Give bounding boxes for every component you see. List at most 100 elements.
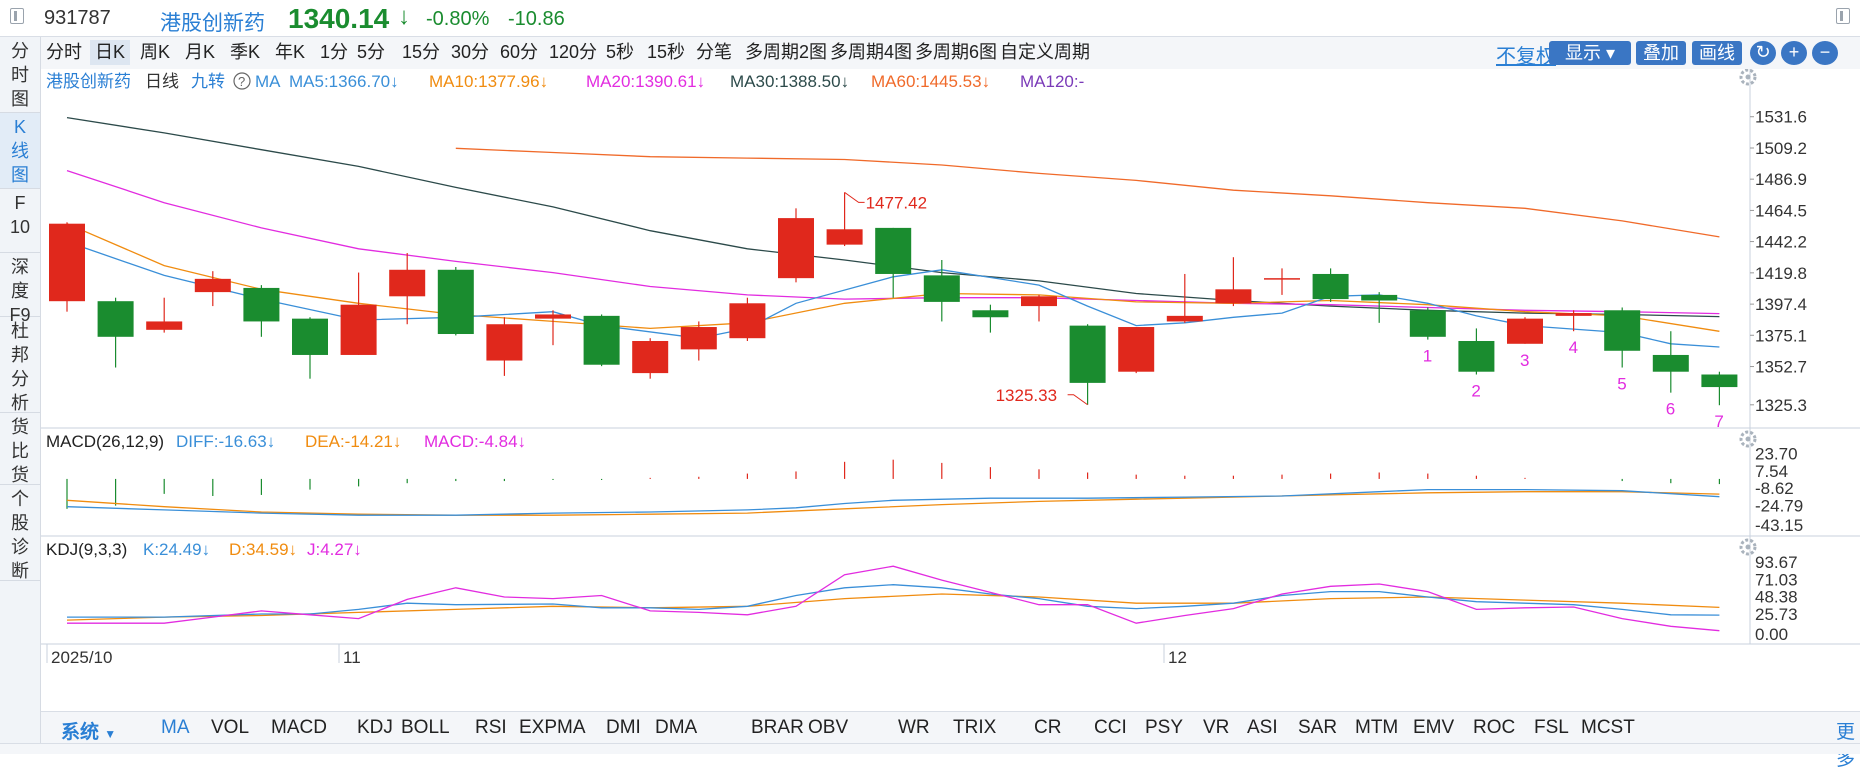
zoom-out-button[interactable]: − (1812, 41, 1838, 65)
fuquan-dropdown[interactable]: 不复权 (1496, 46, 1556, 68)
candle[interactable] (1215, 257, 1252, 307)
candle[interactable] (194, 271, 231, 307)
candle[interactable] (1458, 328, 1495, 375)
candle[interactable] (389, 253, 426, 325)
candle[interactable] (632, 338, 669, 379)
candle[interactable] (875, 227, 912, 298)
indicator-tab-emv[interactable]: EMV (1413, 717, 1455, 738)
period-5[interactable]: 年K (275, 42, 306, 62)
indicator-tab-asi[interactable]: ASI (1247, 717, 1278, 738)
candle[interactable] (535, 310, 571, 346)
candle[interactable] (486, 317, 523, 376)
display-button[interactable]: 显示 ▾ (1549, 41, 1631, 65)
period-10[interactable]: 60分 (500, 42, 539, 62)
zoom-in-button[interactable]: + (1781, 41, 1807, 65)
candle[interactable] (826, 192, 863, 247)
period-18[interactable]: 自定义周期 (1000, 42, 1090, 62)
panel-toggle-left-icon[interactable] (10, 8, 24, 24)
period-0[interactable]: 分时 (46, 42, 82, 62)
candle[interactable] (778, 208, 814, 283)
period-7[interactable]: 5分 (357, 42, 386, 62)
candle[interactable] (1361, 292, 1398, 323)
settings-gear-icon[interactable] (1739, 538, 1757, 556)
candle[interactable] (1507, 317, 1543, 344)
legend-nine-turn[interactable]: 九转 (191, 72, 225, 91)
candle[interactable] (1409, 307, 1446, 340)
kdj-title[interactable]: KDJ(9,3,3) (46, 540, 127, 559)
period-8[interactable]: 15分 (402, 42, 441, 62)
indicator-tab-cci[interactable]: CCI (1094, 717, 1127, 738)
indicator-tab-vol[interactable]: VOL (211, 717, 250, 738)
indicator-tab-trix[interactable]: TRIX (953, 717, 997, 738)
candle[interactable] (1021, 294, 1057, 322)
indicator-tab-expma[interactable]: EXPMA (519, 717, 586, 738)
candle[interactable] (583, 314, 620, 367)
legend-ma[interactable]: MA (255, 72, 281, 91)
candle[interactable] (1652, 331, 1689, 393)
candle[interactable] (1166, 273, 1203, 323)
period-11[interactable]: 120分 (549, 42, 598, 62)
period-2[interactable]: 周K (140, 42, 171, 62)
candle[interactable] (340, 272, 377, 355)
candle[interactable] (923, 260, 960, 322)
draw-line-button[interactable]: 画线 (1692, 41, 1742, 65)
settings-gear-icon[interactable] (1739, 430, 1757, 448)
candle[interactable] (680, 321, 717, 361)
candle[interactable] (97, 297, 134, 368)
settings-gear-icon[interactable] (1739, 69, 1757, 86)
period-9[interactable]: 30分 (451, 42, 490, 62)
indicator-tab-mcst[interactable]: MCST (1581, 717, 1635, 738)
candle[interactable] (1264, 268, 1300, 295)
period-14[interactable]: 分笔 (696, 42, 732, 62)
candle[interactable] (1604, 307, 1641, 368)
candle[interactable] (146, 297, 183, 333)
system-tab[interactable]: 系统 ▼ (61, 717, 116, 744)
stock-name[interactable]: 港股创新药 (160, 12, 265, 35)
refresh-icon[interactable]: ↻ (1750, 41, 1776, 65)
period-15[interactable]: 多周期2图 (745, 42, 828, 62)
sidebar-item-1[interactable]: K 线 图 (0, 113, 40, 189)
period-16[interactable]: 多周期4图 (830, 42, 913, 62)
indicator-tab-psy[interactable]: PSY (1145, 717, 1184, 738)
indicator-tab-kdj[interactable]: KDJ (357, 717, 393, 738)
period-3[interactable]: 月K (185, 42, 216, 62)
panel-toggle-right-icon[interactable] (1836, 8, 1850, 24)
indicator-tab-rsi[interactable]: RSI (475, 717, 507, 738)
indicator-tab-dma[interactable]: DMA (655, 717, 698, 738)
kline-chart[interactable]: 港股创新药 日线 九转 ? MA MA5:1366.70↓ MA10:1377.… (41, 69, 1860, 711)
indicator-tab-fsl[interactable]: FSL (1534, 717, 1569, 738)
indicator-tab-dmi[interactable]: DMI (606, 717, 641, 738)
candle[interactable] (292, 317, 328, 379)
period-1[interactable]: 日K (90, 40, 131, 65)
indicator-tab-obv[interactable]: OBV (808, 717, 849, 738)
indicator-tab-roc[interactable]: ROC (1473, 717, 1516, 738)
indicator-tab-wr[interactable]: WR (898, 717, 930, 738)
period-6[interactable]: 1分 (320, 42, 349, 62)
sidebar-item-4[interactable]: 杜 邦 分 析 (0, 317, 40, 413)
sidebar-item-5[interactable]: 货 比 货 (0, 413, 40, 485)
period-17[interactable]: 多周期6图 (915, 42, 998, 62)
indicator-tab-brar[interactable]: BRAR (751, 717, 804, 738)
period-4[interactable]: 季K (230, 42, 261, 62)
candle[interactable] (1555, 310, 1592, 332)
indicator-tab-sar[interactable]: SAR (1298, 717, 1338, 738)
candle[interactable] (1118, 327, 1155, 374)
indicator-tab-cr[interactable]: CR (1034, 717, 1062, 738)
macd-title[interactable]: MACD(26,12,9) (46, 432, 164, 451)
help-icon[interactable] (233, 72, 251, 90)
candle[interactable] (49, 222, 85, 312)
indicator-tab-vr[interactable]: VR (1203, 717, 1230, 738)
candle[interactable] (437, 266, 474, 336)
sidebar-item-2[interactable]: F 10 (0, 189, 40, 253)
candle[interactable] (243, 285, 280, 337)
indicator-tab-macd[interactable]: MACD (271, 717, 327, 738)
indicator-tab-mtm[interactable]: MTM (1355, 717, 1399, 738)
candle[interactable] (729, 297, 766, 341)
candle[interactable] (1312, 268, 1349, 302)
sidebar-item-6[interactable]: 个 股 诊 断 (0, 485, 40, 581)
overlay-button[interactable]: 叠加 (1636, 41, 1686, 65)
period-13[interactable]: 15秒 (647, 42, 686, 62)
sidebar-item-0[interactable]: 分 时 图 (0, 37, 40, 113)
indicator-tab-boll[interactable]: BOLL (401, 717, 450, 738)
period-12[interactable]: 5秒 (606, 42, 635, 62)
